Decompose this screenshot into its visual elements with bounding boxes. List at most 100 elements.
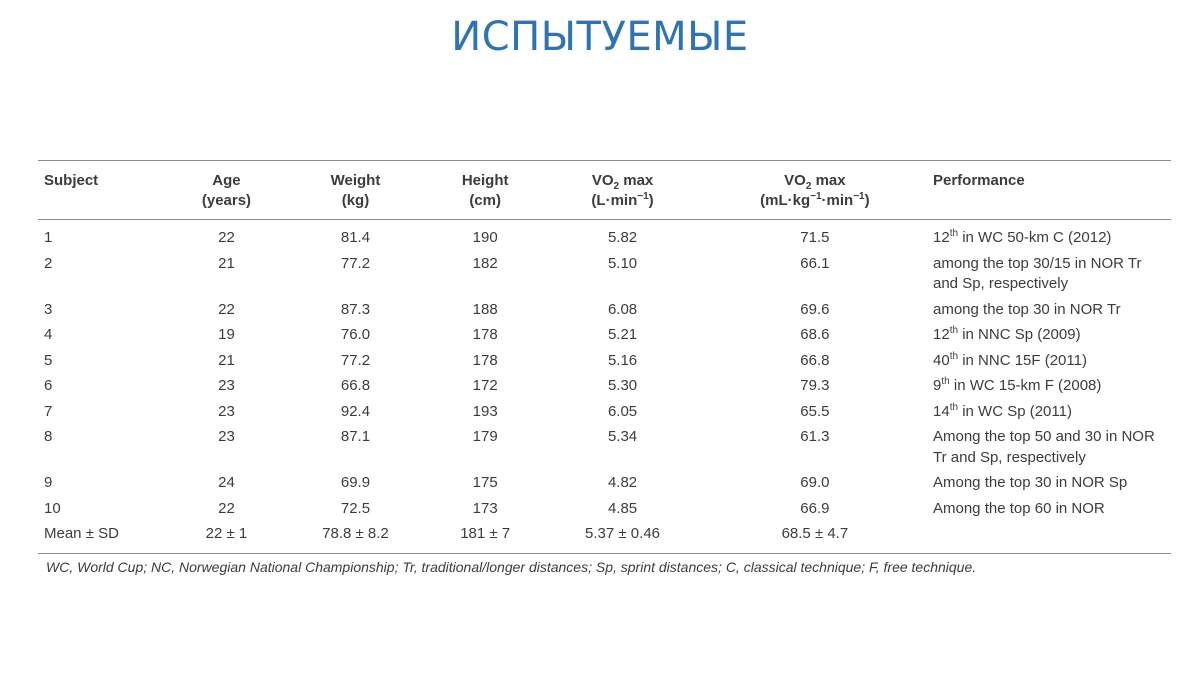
- cell-height: 182: [472, 254, 498, 272]
- cell-performance: Among the top 30 in NOR Sp: [933, 474, 1128, 491]
- header-age: Age (years): [170, 160, 283, 220]
- header-vo2max-relative: VO2 max (mL·kg−1·min−1): [702, 160, 927, 220]
- cell-vo2max-relative: 69.6: [800, 300, 830, 318]
- cell-subject: Mean ± SD: [44, 525, 119, 542]
- cell-vo2max-relative: 68.6: [800, 326, 830, 343]
- cell-performance: 9th in WC 15-km F (2008): [933, 376, 1102, 395]
- cell-age: 23: [218, 402, 235, 420]
- cell-age: 23: [218, 377, 235, 394]
- cell-height: 179: [472, 428, 498, 445]
- cell-vo2max-relative: 65.5: [800, 402, 830, 420]
- cell-vo2max-absolute: 5.10: [607, 254, 638, 272]
- header-performance: Performance: [927, 160, 1171, 220]
- cell-age: 19: [218, 326, 235, 343]
- cell-subject: 7: [44, 402, 53, 420]
- header-subject: Subject: [38, 160, 170, 220]
- header-vo2max-absolute: VO2 max (L·min−1): [542, 160, 703, 220]
- cell-performance: Among the top 50 and 30 in NOR Tr and Sp…: [933, 428, 1155, 466]
- cell-age: 22: [218, 499, 235, 517]
- cell-subject: 3: [44, 300, 53, 318]
- cell-vo2max-relative: 79.3: [800, 377, 830, 394]
- cell-height: 172: [472, 377, 498, 394]
- cell-vo2max-absolute: 5.16: [607, 351, 638, 369]
- table-row: 9 24 69.9 175 4.82 69.0 Among the top 30 in NO…: [38, 471, 1171, 497]
- cell-vo2max-relative: 66.8: [800, 351, 830, 369]
- cell-weight: 78.8 ± 8.2: [322, 525, 389, 542]
- cell-performance: Among the top 60 in NOR: [933, 499, 1105, 517]
- cell-vo2max-relative: 69.0: [800, 474, 830, 491]
- cell-weight: 76.0: [340, 326, 371, 343]
- header-weight: Weight (kg): [282, 160, 429, 220]
- cell-age: 24: [218, 474, 235, 491]
- cell-age: 21: [218, 351, 235, 369]
- table-body: 1 22 81.4 190 5.82 71.5 12th in WC 50-km C (20…: [38, 220, 1171, 554]
- cell-weight: 66.8: [340, 377, 371, 394]
- subjects-table: Subject Age (years) Weight (kg) Height (…: [38, 160, 1171, 554]
- cell-performance: 14th in WC Sp (2011): [933, 401, 1072, 420]
- header-row: Subject Age (years) Weight (kg) Height (…: [38, 160, 1171, 220]
- table-footnote: WC, World Cup; NC, Norwegian National Ch…: [46, 559, 977, 575]
- cell-subject: 5: [44, 351, 53, 369]
- cell-height: 178: [472, 326, 498, 343]
- cell-performance: among the top 30/15 in NOR Tr and Sp, re…: [933, 254, 1142, 293]
- cell-age: 22: [218, 300, 235, 318]
- cell-subject: 9: [44, 474, 53, 491]
- cell-subject: 4: [44, 326, 53, 343]
- cell-height: 178: [472, 351, 498, 369]
- cell-subject: 1: [44, 229, 53, 246]
- cell-vo2max-relative: 68.5 ± 4.7: [781, 525, 849, 542]
- cell-vo2max-absolute: 4.82: [607, 474, 638, 491]
- cell-height: 193: [472, 402, 498, 420]
- cell-vo2max-absolute: 5.21: [607, 326, 638, 343]
- table-row: 8 23 87.1 179 5.34 61.3 Among the top 50 and 3…: [38, 425, 1171, 471]
- cell-performance: 40th in NNC 15F (2011): [933, 350, 1087, 369]
- cell-height: 188: [472, 300, 498, 318]
- cell-age: 23: [218, 428, 235, 445]
- cell-weight: 77.2: [340, 351, 371, 369]
- cell-subject: 2: [44, 254, 53, 272]
- table-row: 3 22 87.3 188 6.08 69.6 among the top 30 in NO…: [38, 298, 1171, 324]
- cell-weight: 69.9: [340, 474, 371, 491]
- cell-performance: [927, 522, 1171, 553]
- table-row: 4 19 76.0 178 5.21 68.6 12th in NNC Sp (2009): [38, 323, 1171, 349]
- cell-age: 22: [218, 229, 235, 246]
- cell-subject: 8: [44, 428, 53, 445]
- cell-performance: 12th in NNC Sp (2009): [933, 325, 1081, 344]
- subjects-table-container: Subject Age (years) Weight (kg) Height (…: [38, 160, 1171, 554]
- table-row: 7 23 92.4 193 6.05 65.5 14th in WC Sp (2011): [38, 400, 1171, 426]
- cell-weight: 92.4: [340, 402, 371, 420]
- cell-vo2max-relative: 61.3: [800, 428, 830, 445]
- cell-weight: 72.5: [340, 499, 371, 517]
- cell-vo2max-absolute: 5.82: [607, 229, 638, 246]
- table-header: Subject Age (years) Weight (kg) Height (…: [38, 160, 1171, 220]
- table-row-summary: Mean ± SD 22 ± 1 78.8 ± 8.2 181 ± 7 5.37 ± 0…: [38, 522, 1171, 553]
- cell-vo2max-absolute: 6.08: [607, 300, 638, 318]
- table-row: 10 22 72.5 173 4.85 66.9 Among the top 60 in N…: [38, 497, 1171, 523]
- cell-vo2max-relative: 66.1: [800, 254, 830, 272]
- cell-weight: 87.1: [340, 428, 371, 445]
- cell-performance: among the top 30 in NOR Tr: [933, 300, 1121, 318]
- cell-vo2max-absolute: 5.37 ± 0.46: [585, 525, 661, 542]
- cell-age: 22 ± 1: [205, 525, 248, 542]
- cell-performance: 12th in WC 50-km C (2012): [933, 228, 1112, 247]
- table-row: 2 21 77.2 182 5.10 66.1 among the top 30/15 in…: [38, 252, 1171, 298]
- cell-height: 173: [472, 499, 498, 517]
- table-row: 1 22 81.4 190 5.82 71.5 12th in WC 50-km C (20…: [38, 220, 1171, 252]
- table-row: 6 23 66.8 172 5.30 79.3 9th in WC 15-km F (200…: [38, 374, 1171, 400]
- cell-vo2max-relative: 71.5: [800, 229, 830, 246]
- cell-subject: 10: [44, 499, 61, 517]
- cell-vo2max-absolute: 5.30: [607, 377, 638, 394]
- cell-weight: 77.2: [340, 254, 371, 272]
- cell-weight: 87.3: [340, 300, 371, 318]
- cell-height: 181 ± 7: [460, 525, 511, 542]
- table-row: 5 21 77.2 178 5.16 66.8 40th in NNC 15F (2011): [38, 349, 1171, 375]
- cell-vo2max-relative: 66.9: [800, 499, 830, 517]
- cell-vo2max-absolute: 5.34: [607, 428, 638, 445]
- slide-title: ИСПЫТУЕМЫЕ: [451, 14, 749, 60]
- cell-vo2max-absolute: 4.85: [607, 499, 638, 517]
- cell-vo2max-absolute: 6.05: [607, 402, 638, 420]
- cell-height: 175: [472, 474, 498, 491]
- cell-height: 190: [472, 229, 498, 246]
- cell-age: 21: [218, 254, 235, 272]
- header-height: Height (cm): [428, 160, 543, 220]
